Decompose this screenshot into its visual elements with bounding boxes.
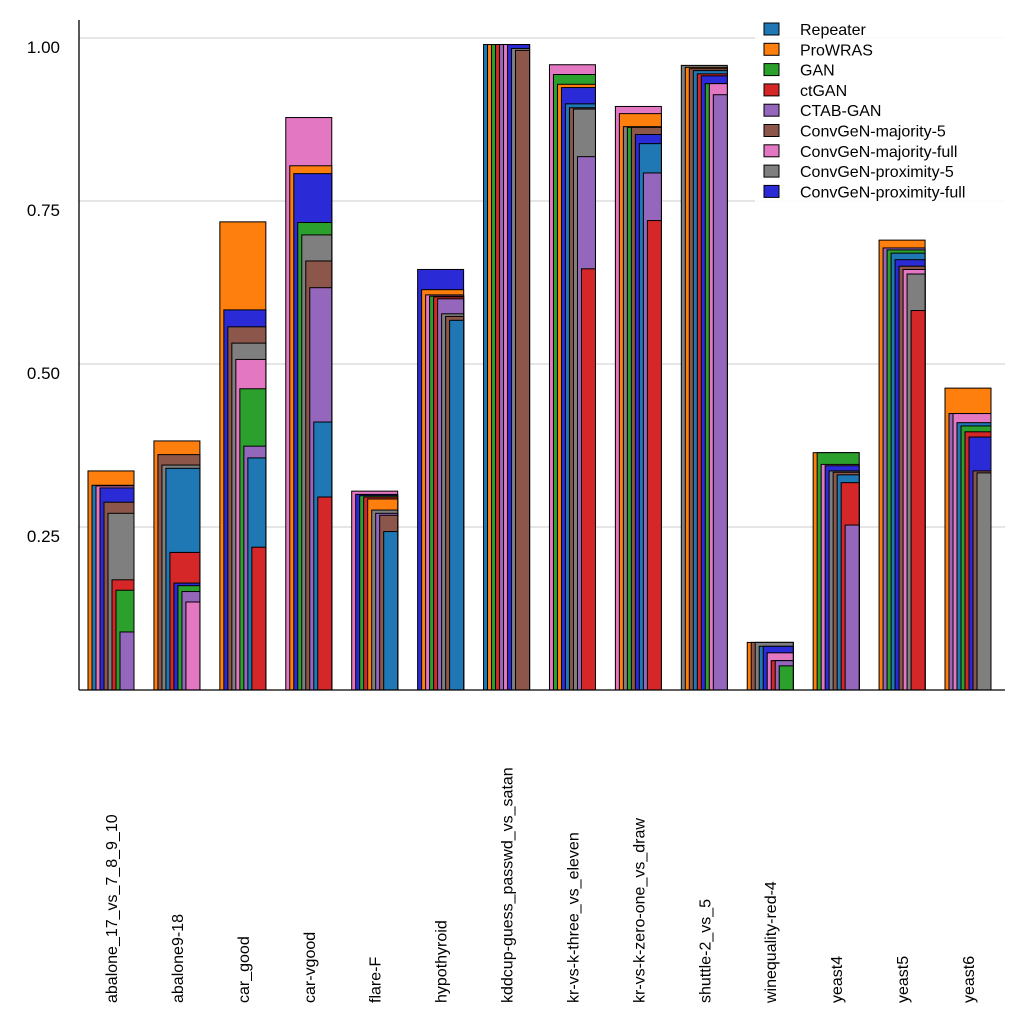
legend-label: ConvGeN-majority-full — [800, 144, 957, 161]
bar-ctGAN-car_good — [251, 546, 267, 691]
bar-group-yeast4 — [812, 452, 860, 691]
legend-swatch — [763, 83, 780, 97]
legend-label: ConvGeN-proximity-full — [800, 184, 965, 201]
bar-group-car-vgood — [285, 117, 333, 691]
legend-label: ConvGeN-majority-5 — [800, 124, 946, 141]
bar-group-shuttle-2_vs_5 — [680, 64, 728, 691]
legend-label: Repeater — [800, 22, 866, 39]
bar-ConvGeN-majority-full-abalone9-18 — [185, 601, 201, 691]
bar-group-flare-F — [351, 490, 399, 691]
x-tick-label: car_good — [236, 936, 253, 1003]
legend-swatch — [763, 63, 780, 77]
bar-Repeater-hypothyroid — [449, 319, 465, 691]
x-tick-label: flare-F — [368, 957, 385, 1003]
legend-swatch — [763, 164, 780, 178]
bar-ConvGeN-majority-5-kddcup-guess_passwd_vs_satan — [515, 49, 531, 691]
bar-CTAB-GAN-shuttle-2_vs_5 — [712, 94, 728, 691]
legend-label: CTAB-GAN — [800, 103, 881, 120]
legend: Repeater ProWRAS GAN ctGAN CTAB-GAN ConvGeN-m… — [755, 18, 1007, 204]
bar-ctGAN-kr-vs-k-three_vs_eleven — [580, 268, 596, 691]
x-tick-label: yeast6 — [961, 956, 978, 1003]
x-tick-label: hypothyroid — [434, 920, 451, 1003]
y-tick-label: 0.25 — [27, 527, 60, 546]
bar-GAN-winequality-red-4 — [778, 665, 794, 691]
legend-swatch — [763, 22, 780, 36]
bar-group-kr-vs-k-three_vs_eleven — [548, 64, 596, 691]
y-tick-label: 1.00 — [27, 38, 60, 57]
legend-swatch — [763, 124, 780, 137]
bar-group-abalone9-18 — [153, 440, 201, 691]
legend-swatch — [763, 144, 780, 158]
bar-CTAB-GAN-abalone_17_vs_7_8_9_10 — [119, 631, 135, 691]
legend-swatch — [763, 184, 780, 198]
x-tick-label: abalone_17_vs_7_8_9_10 — [104, 814, 121, 1003]
x-tick-label: yeast4 — [829, 956, 846, 1003]
legend-swatch — [763, 103, 780, 117]
legend-label: GAN — [800, 63, 835, 80]
x-axis-ticks: abalone_17_vs_7_8_9_10 abalone9-18 car_goo… — [104, 767, 978, 1004]
bar-group-kr-vs-k-zero-one_vs_draw — [614, 105, 662, 691]
legend-label: ConvGeN-proximity-5 — [800, 164, 954, 181]
bar-group-car_good — [219, 221, 267, 691]
legend-swatch — [763, 42, 780, 56]
bar-ctGAN-kr-vs-k-zero-one_vs_draw — [646, 220, 662, 691]
y-axis-ticks: 0.25 0.50 0.75 1.00 — [27, 38, 60, 546]
legend-label: ProWRAS — [800, 42, 873, 59]
x-tick-label: winequality-red-4 — [763, 881, 780, 1004]
x-tick-label: kddcup-guess_passwd_vs_satan — [500, 767, 517, 1003]
x-tick-label: kr-vs-k-zero-one_vs_draw — [631, 818, 648, 1003]
bar-group-kddcup-guess_passwd_vs_satan — [483, 44, 531, 691]
x-tick-label: kr-vs-k-three_vs_eleven — [565, 832, 582, 1003]
x-tick-label: shuttle-2_vs_5 — [697, 899, 714, 1003]
legend-label: ctGAN — [800, 83, 847, 100]
bar-ctGAN-yeast5 — [910, 310, 926, 691]
bar-group-yeast6 — [944, 387, 992, 691]
x-tick-label: car-vgood — [302, 932, 319, 1003]
bar-Repeater-flare-F — [383, 531, 399, 691]
bar-ctGAN-car-vgood — [317, 496, 333, 691]
y-tick-label: 0.75 — [27, 201, 60, 220]
bar-group-yeast5 — [878, 239, 926, 691]
bar-CTAB-GAN-yeast4 — [844, 524, 860, 691]
bar-group-winequality-red-4 — [746, 641, 794, 691]
bar-ConvGeN-proximity-5-yeast6 — [976, 472, 992, 691]
bar-group-hypothyroid — [417, 268, 465, 691]
x-tick-label: yeast5 — [895, 956, 912, 1003]
x-tick-label: abalone9-18 — [170, 914, 187, 1003]
y-tick-label: 0.50 — [27, 364, 60, 383]
bar-group-abalone_17_vs_7_8_9_10 — [87, 470, 135, 691]
legend-background — [755, 18, 1007, 204]
